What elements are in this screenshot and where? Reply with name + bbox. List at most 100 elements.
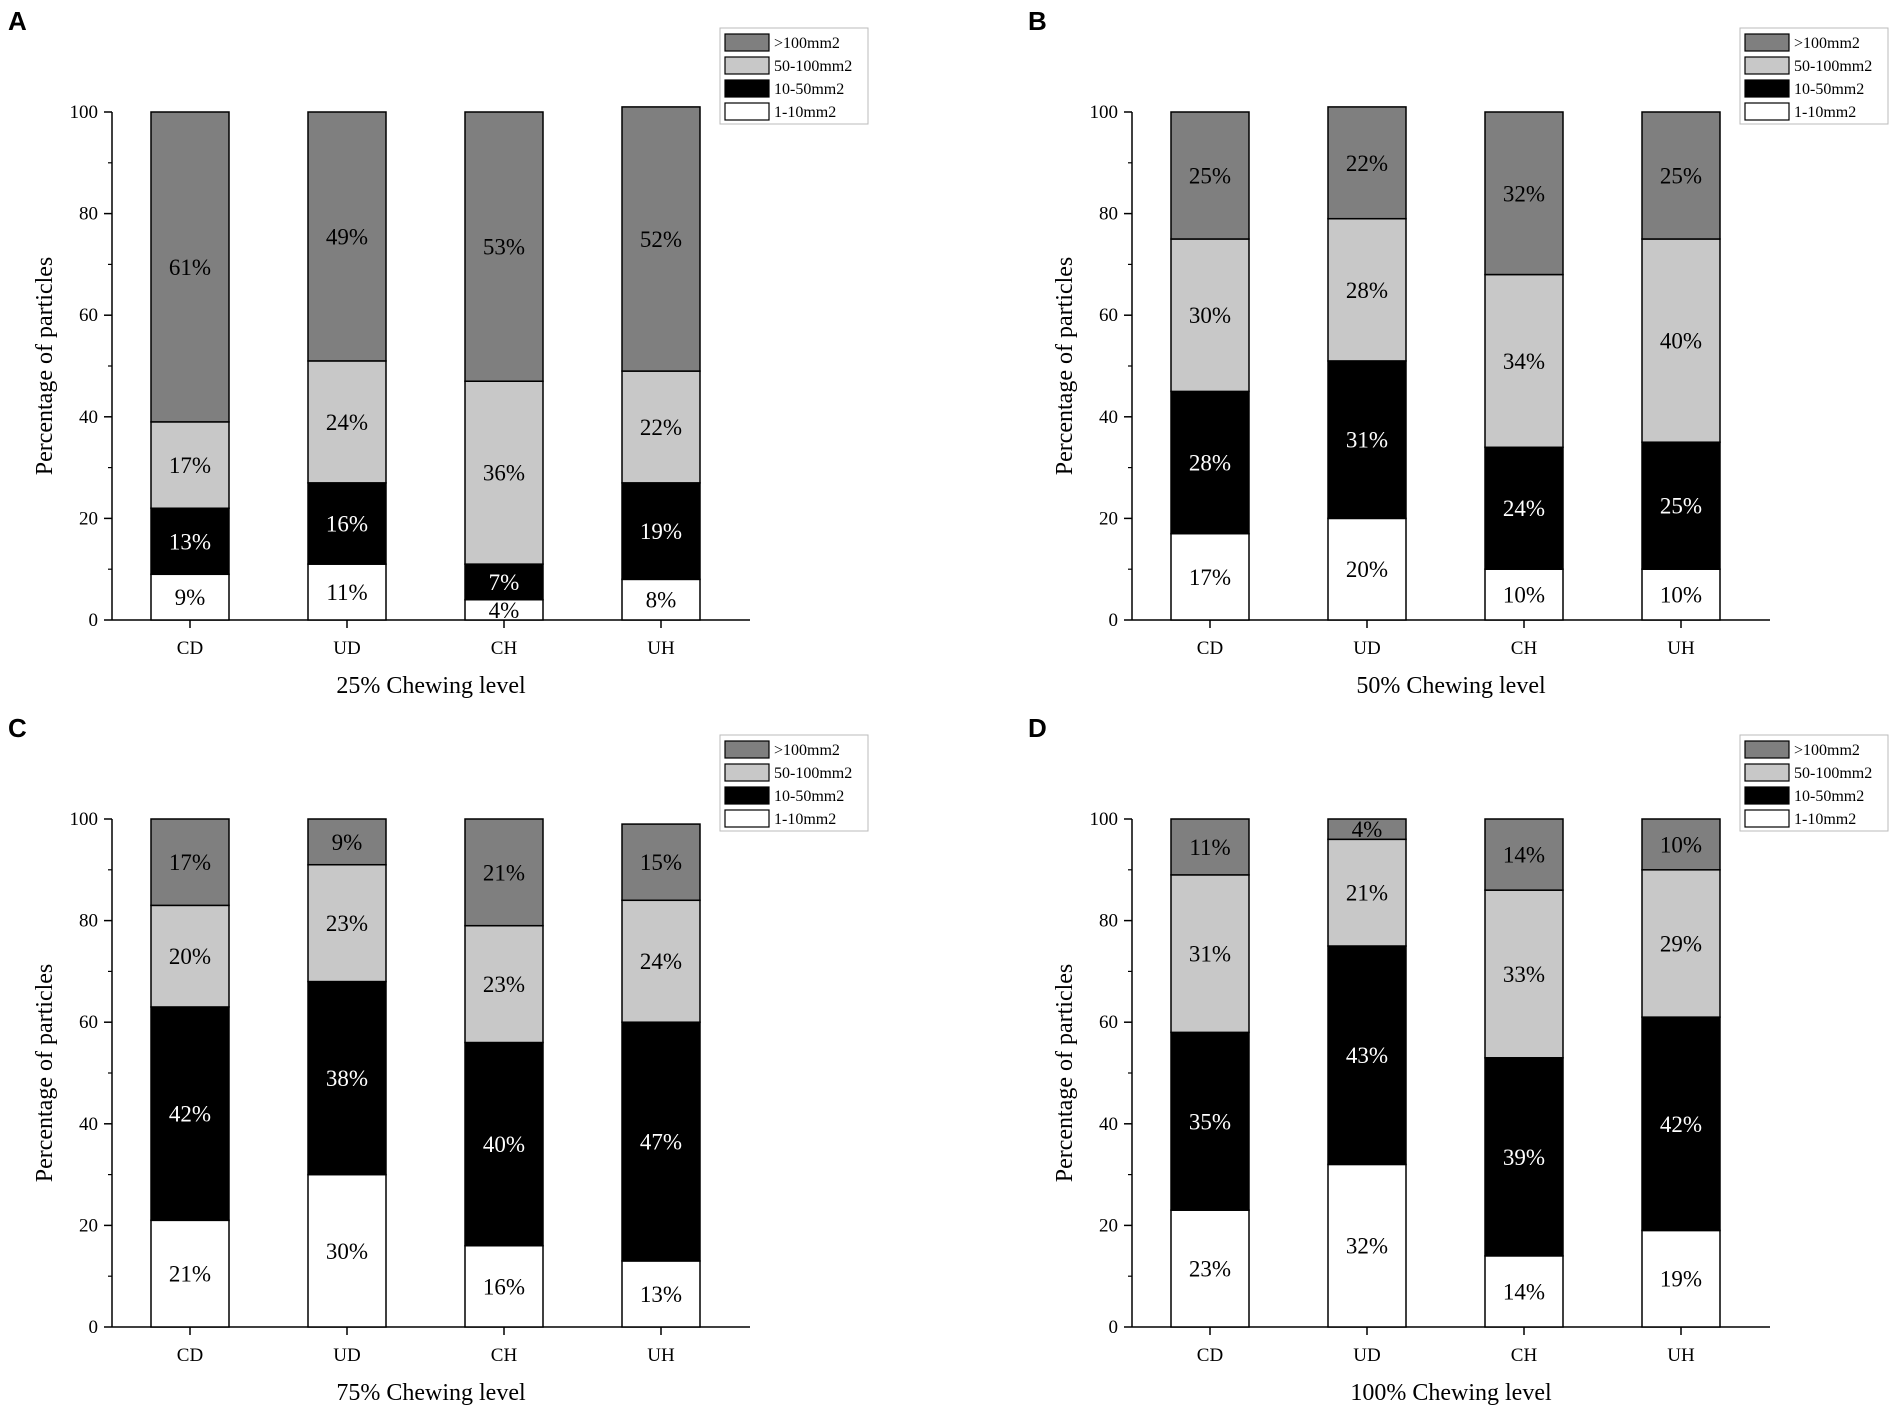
- bar-value-label: 25%: [1189, 164, 1231, 189]
- bar-segment: [1484, 111, 1564, 276]
- y-axis-title: Percentage of particles: [1052, 964, 1078, 1183]
- bar-segment: [464, 924, 544, 1044]
- bar-segment: [307, 863, 387, 983]
- bar-segment: [150, 111, 230, 423]
- x-tick-label: UD: [333, 638, 360, 659]
- y-tick-label: 60: [1099, 1012, 1118, 1033]
- y-tick-label: 80: [1099, 204, 1118, 225]
- bar-value-label: 35%: [1189, 1109, 1231, 1134]
- legend-label: 1-10mm2: [1794, 811, 1856, 828]
- bar-value-label: 42%: [169, 1102, 211, 1127]
- bar-segment: [1484, 446, 1564, 570]
- legend-swatch: [724, 33, 770, 52]
- panel-c: C 0 20 40 60 80 100 Percentage of particles CD 21…: [8, 713, 869, 1406]
- bar-segment: [1170, 111, 1250, 240]
- bar-value-label: 32%: [1346, 1234, 1388, 1259]
- bar-value-label: 52%: [640, 227, 682, 252]
- bar-segment: [621, 578, 701, 621]
- bar-value-label: 7%: [489, 570, 520, 595]
- bar-segment: [1484, 568, 1564, 621]
- bar-value-label: 33%: [1503, 962, 1545, 987]
- bar-value-label: 8%: [646, 588, 677, 613]
- legend: >100mm2 50-100mm2 10-50mm2 1-10mm2: [719, 734, 869, 832]
- bar-value-label: 13%: [640, 1282, 682, 1307]
- bar-value-label: 25%: [1660, 164, 1702, 189]
- bar-value-label: 16%: [483, 1274, 525, 1299]
- bar-segment: [150, 1006, 230, 1222]
- bar-value-label: 28%: [1189, 451, 1231, 476]
- bar-segment: [464, 1041, 544, 1247]
- legend-label: 10-50mm2: [774, 81, 844, 98]
- legend-label: >100mm2: [774, 35, 840, 52]
- bar-value-label: 49%: [326, 224, 368, 249]
- legend: >100mm2 50-100mm2 10-50mm2 1-10mm2: [1739, 734, 1889, 832]
- legend-swatch: [724, 102, 770, 121]
- panel-letter: C: [8, 713, 27, 743]
- bar-value-label: 16%: [326, 511, 368, 536]
- bar-segment: [307, 563, 387, 621]
- panel-a: A 0 20 40 60 80 100 Percentage of particles CD 9%…: [8, 6, 869, 699]
- bar-value-label: 30%: [326, 1239, 368, 1264]
- x-axis-title: 100% Chewing level: [1350, 1380, 1552, 1406]
- bar-value-label: 34%: [1503, 349, 1545, 374]
- bar-value-label: 10%: [1660, 832, 1702, 857]
- legend-label: 50-100mm2: [774, 58, 852, 75]
- legend-swatch: [1744, 56, 1790, 75]
- legend: >100mm2 50-100mm2 10-50mm2 1-10mm2: [719, 27, 869, 125]
- bar-segment: [1170, 390, 1250, 535]
- bar-segment: [1170, 1031, 1250, 1211]
- bar-value-label: 24%: [326, 410, 368, 435]
- bar-value-label: 19%: [1660, 1267, 1702, 1292]
- bar-segment: [150, 421, 230, 509]
- x-axis-title: 50% Chewing level: [1356, 673, 1546, 699]
- bar-segment: [464, 380, 544, 565]
- bar-segment: [1641, 1016, 1721, 1232]
- bar-segment: [1327, 517, 1407, 621]
- bar-segment: [1170, 532, 1250, 621]
- y-axis-title: Percentage of particles: [32, 257, 58, 476]
- bar-value-label: 47%: [640, 1130, 682, 1155]
- bar-segment: [1327, 217, 1407, 362]
- bar-segment: [307, 482, 387, 565]
- bar-value-label: 32%: [1503, 181, 1545, 206]
- bar-value-label: 53%: [483, 235, 525, 260]
- y-tick-label: 0: [1109, 610, 1119, 631]
- bar-segment: [621, 1021, 701, 1262]
- bar-segment: [1170, 1209, 1250, 1328]
- y-tick-label: 80: [79, 204, 98, 225]
- bar-value-label: 21%: [169, 1262, 211, 1287]
- y-tick-label: 40: [79, 1114, 98, 1135]
- y-tick-label: 0: [89, 1317, 99, 1338]
- x-tick-label: CD: [177, 638, 203, 659]
- bar-segment: [1170, 874, 1250, 1034]
- legend-label: >100mm2: [774, 742, 840, 759]
- bar-value-label: 17%: [169, 850, 211, 875]
- y-tick-label: 40: [1099, 407, 1118, 428]
- legend-swatch: [1744, 33, 1790, 52]
- bar-value-label: 31%: [1189, 942, 1231, 967]
- bar-segment: [150, 818, 230, 907]
- x-tick-label: UD: [1353, 638, 1380, 659]
- bar-segment: [621, 482, 701, 581]
- legend-label: 50-100mm2: [1794, 58, 1872, 75]
- bar-segment: [307, 818, 387, 866]
- x-tick-label: UH: [647, 1345, 675, 1366]
- bar-value-label: 11%: [1189, 835, 1230, 860]
- bar-value-label: 10%: [1503, 583, 1545, 608]
- y-tick-label: 100: [1090, 102, 1119, 123]
- legend-swatch: [724, 763, 770, 782]
- x-tick-label: CD: [1197, 638, 1223, 659]
- bar-value-label: 39%: [1503, 1145, 1545, 1170]
- bar-segment: [1641, 869, 1721, 1018]
- bar-value-label: 17%: [1189, 565, 1231, 590]
- x-axis-title: 25% Chewing level: [336, 673, 526, 699]
- y-axis-title: Percentage of particles: [32, 964, 58, 1183]
- x-tick-label: CH: [491, 1345, 518, 1366]
- bar-value-label: 36%: [483, 461, 525, 486]
- legend-label: >100mm2: [1794, 742, 1860, 759]
- legend-label: >100mm2: [1794, 35, 1860, 52]
- panel-letter: A: [8, 6, 27, 36]
- legend-swatch: [1744, 79, 1790, 98]
- bar-value-label: 14%: [1503, 1279, 1545, 1304]
- y-tick-label: 80: [1099, 911, 1118, 932]
